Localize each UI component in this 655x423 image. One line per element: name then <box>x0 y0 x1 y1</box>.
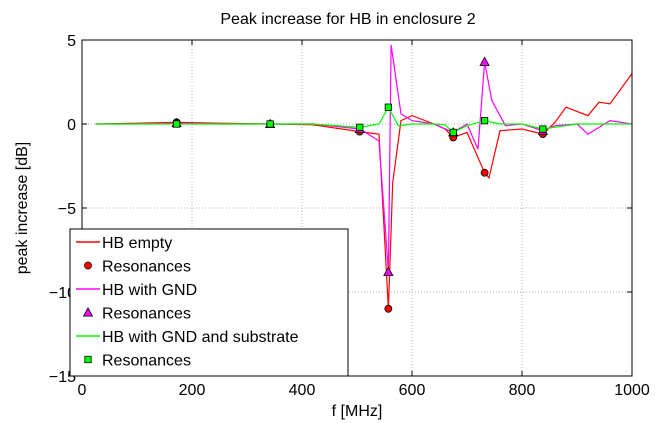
plot-frame <box>81 39 633 377</box>
chart-title: Peak increase for HB in enclosure 2 <box>220 11 475 28</box>
legend-label: Resonances <box>102 306 191 323</box>
y-tick-label: −5 <box>58 201 76 218</box>
resonance-marker <box>479 56 490 66</box>
x-tick-label: 0 <box>78 382 87 399</box>
legend-label: HB with GND and substrate <box>102 329 299 346</box>
series-line <box>95 105 632 134</box>
x-tick-label: 200 <box>179 382 206 399</box>
resonance-marker <box>384 103 392 111</box>
resonance-marker <box>266 120 274 128</box>
resonance-marker <box>356 123 364 131</box>
legend-label: Resonances <box>102 353 191 370</box>
y-axis-label: peak increase [dB] <box>14 142 31 275</box>
x-axis-label: f [MHz] <box>332 403 383 420</box>
x-tick-label: 800 <box>509 382 536 399</box>
legend-label: HB with GND <box>102 282 197 299</box>
resonance-marker <box>480 168 489 177</box>
resonance-marker <box>539 125 547 133</box>
x-tick-label: 600 <box>399 382 426 399</box>
legend-box <box>69 228 349 377</box>
legend-marker-swatch <box>82 307 94 317</box>
legend-label: HB empty <box>102 235 172 252</box>
legend-label: Resonances <box>102 259 191 276</box>
y-tick-label: 0 <box>67 117 76 134</box>
legend-marker-swatch <box>84 355 92 364</box>
y-tick-label: 5 <box>67 33 76 50</box>
resonance-marker <box>383 266 394 276</box>
y-tick-label: −15 <box>49 369 76 386</box>
series <box>95 44 633 313</box>
legend-marker-swatch <box>84 261 92 270</box>
x-tick-label: 1000 <box>614 382 650 399</box>
legend: HB empty Resonances HB with GND Resonances H… <box>69 228 349 377</box>
resonance-marker <box>172 120 181 128</box>
resonance-marker <box>480 117 489 125</box>
y-tick-label: −10 <box>49 285 76 302</box>
x-tick-label: 400 <box>289 382 316 399</box>
resonance-marker <box>449 128 457 136</box>
resonance-marker <box>384 304 393 313</box>
